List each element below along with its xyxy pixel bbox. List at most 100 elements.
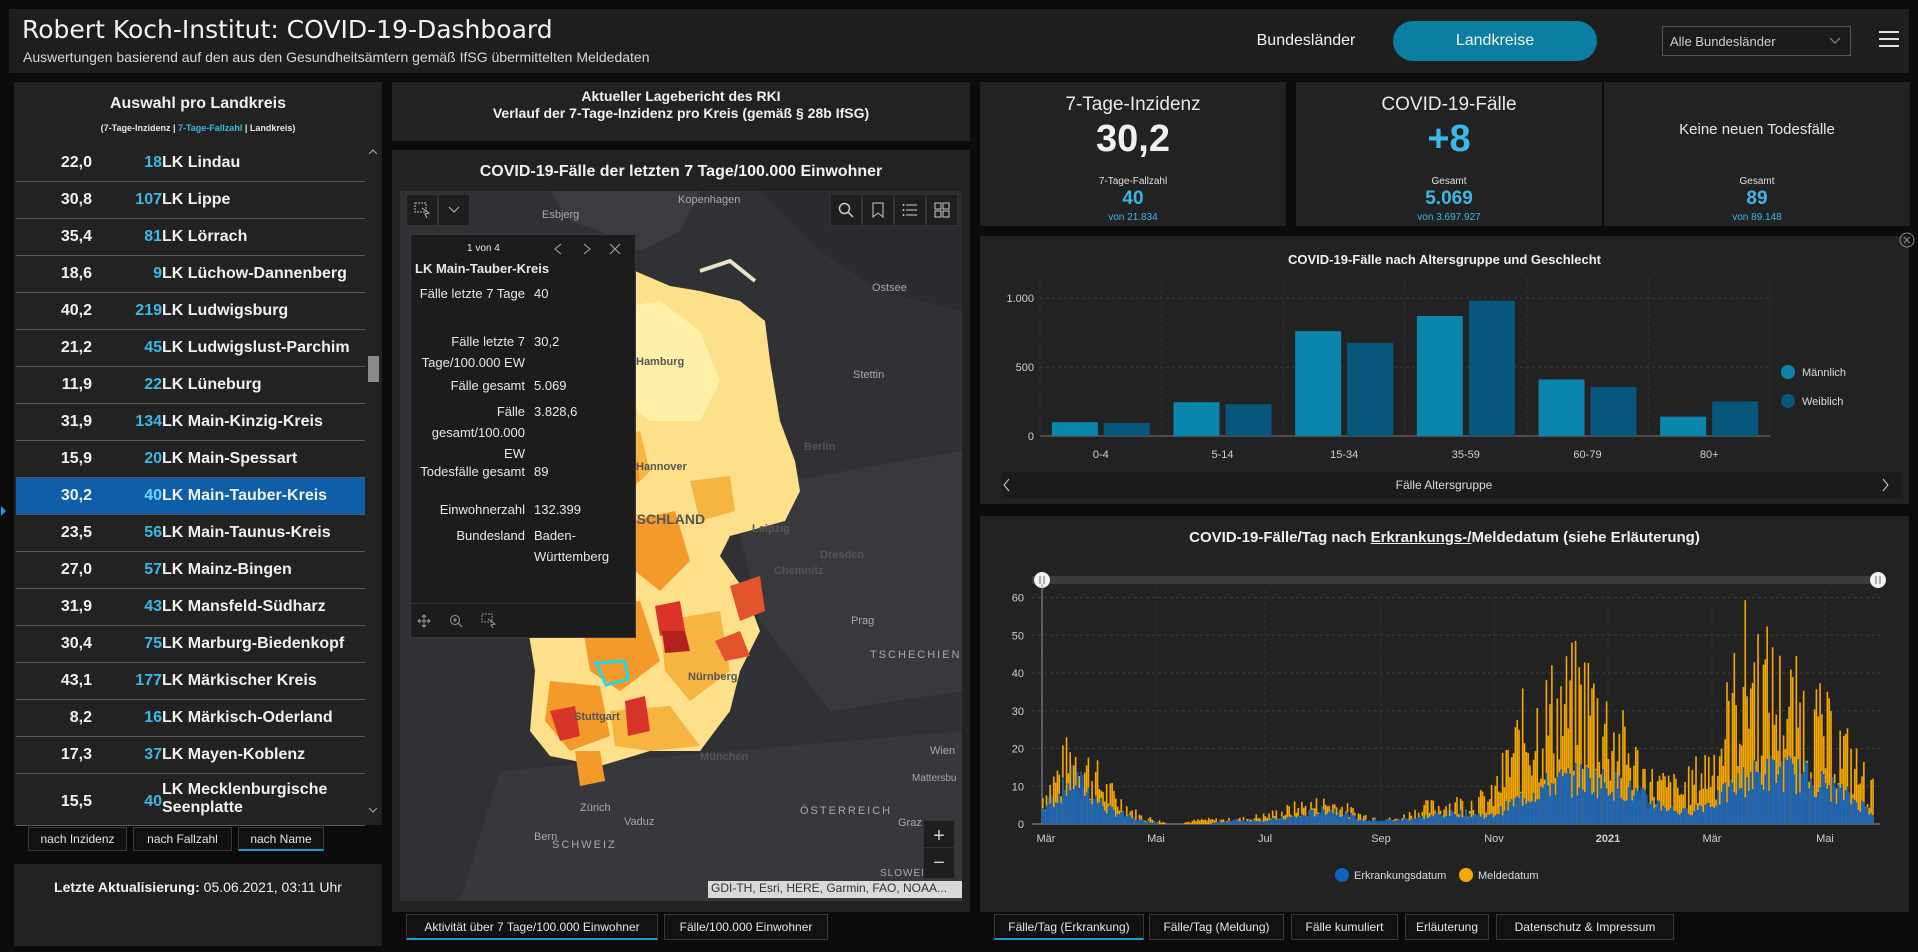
time-slider-handle[interactable] <box>1870 572 1886 588</box>
zoom-out-button[interactable]: − <box>923 847 955 879</box>
sort-by-cases-tab[interactable]: nach Fallzahl <box>133 827 232 851</box>
menu-icon[interactable] <box>1879 31 1899 49</box>
daily-bar-erkrankung <box>1664 807 1666 824</box>
popup-field: Fälle letzte 7 Tage/100.000 EW 30,2 <box>415 331 633 373</box>
tab-privacy-imprint[interactable]: Datenschutz & Impressum <box>1496 914 1674 940</box>
map-search-button[interactable] <box>830 194 862 226</box>
close-icon[interactable] <box>609 243 621 255</box>
list-item[interactable]: 15,9 20 LK Main-Spessart <box>16 441 365 478</box>
map-label-hamburg: Hamburg <box>636 356 685 368</box>
list-item[interactable]: 21,2 45 LK Ludwigslust-Parchim <box>16 330 365 367</box>
side-expand-icon[interactable] <box>0 505 8 517</box>
daily-bar-erkrankung <box>1317 814 1320 824</box>
kpi-cases-sub-label: Gesamt <box>1431 176 1467 187</box>
daily-bar-erkrankung <box>1762 789 1765 824</box>
daily-bar-erkrankung <box>1135 820 1137 824</box>
list-item[interactable]: 31,9 43 LK Mansfeld-Südharz <box>16 589 365 626</box>
map-attribution[interactable]: GDI-TH, Esri, HERE, Garmin, FAO, NOAA... <box>708 881 962 898</box>
list-item[interactable]: 40,2 219 LK Ludwigsburg <box>16 293 365 330</box>
nav-bundeslaender-button[interactable]: Bundesländer <box>1256 32 1356 49</box>
list-item[interactable]: 18,6 9 LK Lüchow-Dannenberg <box>16 256 365 293</box>
age-category-label: 5-14 <box>1211 449 1233 461</box>
daily-bar-erkrankung <box>1846 786 1849 824</box>
age-bar[interactable] <box>1416 315 1463 436</box>
nav-landkreise-button[interactable]: Landkreise <box>1393 21 1597 61</box>
zoom-in-button[interactable]: + <box>923 820 955 852</box>
sort-by-incidence-tab[interactable]: nach Inzidenz <box>28 827 127 851</box>
daily-bar-meldedatum <box>1313 808 1316 824</box>
age-legend-marker[interactable] <box>1781 365 1795 379</box>
age-scrollbar[interactable] <box>1002 472 1902 498</box>
tab-cumulative[interactable]: Fälle kumuliert <box>1291 914 1398 940</box>
age-bar[interactable] <box>1295 331 1342 436</box>
list-item[interactable]: 27,0 57 LK Mainz-Bingen <box>16 552 365 589</box>
age-bar[interactable] <box>1468 300 1515 436</box>
age-bar[interactable] <box>1051 422 1098 436</box>
previous-icon[interactable] <box>553 243 563 255</box>
kpi-cases: COVID-19-Fälle +8 Gesamt 5.069 von 3.697… <box>1296 82 1602 226</box>
scroll-left-icon[interactable] <box>1003 478 1010 492</box>
map-tab-cases-per-100k[interactable]: Fälle/100.000 Einwohner <box>664 914 828 940</box>
legend-button[interactable] <box>894 194 926 226</box>
tab-cases-per-day-report[interactable]: Fälle/Tag (Meldung) <box>1149 914 1284 940</box>
situation-report-link[interactable]: Aktueller Lagebericht des RKI Verlauf de… <box>392 82 970 141</box>
report-line-2: Verlauf der 7-Tage-Inzidenz pro Kreis (g… <box>492 105 870 121</box>
list-item[interactable]: 8,2 16 LK Märkisch-Oderland <box>16 700 365 737</box>
list-item[interactable]: 23,5 56 LK Main-Taunus-Kreis <box>16 515 365 552</box>
time-slider-track[interactable] <box>1032 576 1880 584</box>
scroll-right-icon[interactable] <box>1882 478 1889 492</box>
age-legend-marker[interactable] <box>1781 394 1795 408</box>
select-features-button[interactable] <box>406 194 438 226</box>
daily-bar-erkrankung <box>1744 797 1747 824</box>
daily-bar-erkrankung <box>1399 819 1402 824</box>
list-item[interactable]: 22,0 18 LK Lindau <box>16 145 365 182</box>
age-bar[interactable] <box>1173 402 1220 436</box>
list-item[interactable]: 43,1 177 LK Märkischer Kreis <box>16 663 365 700</box>
daily-bar-erkrankung <box>1421 815 1424 824</box>
age-bar[interactable] <box>1712 401 1759 437</box>
time-slider-handle[interactable] <box>1034 572 1050 588</box>
scroll-up-icon[interactable] <box>368 147 378 157</box>
age-bar[interactable] <box>1660 416 1707 436</box>
daily-bar-erkrankung <box>1667 810 1670 824</box>
list-item[interactable]: 15,5 40 LK Mecklenburgische Seenplatte <box>16 774 365 826</box>
tab-cases-per-day-onset[interactable]: Fälle/Tag (Erkrankung) <box>994 914 1144 940</box>
daily-legend-marker[interactable] <box>1335 868 1349 882</box>
list-item[interactable]: 30,8 107 LK Lippe <box>16 182 365 219</box>
sort-by-name-tab[interactable]: nach Name <box>238 827 324 851</box>
map-label-slowenien: SLOWENIEN <box>880 868 950 879</box>
list-item[interactable]: 11,9 22 LK Lüneburg <box>16 367 365 404</box>
list-scrollbar[interactable] <box>366 145 380 820</box>
daily-bar-erkrankung <box>1083 795 1086 824</box>
next-icon[interactable] <box>582 243 592 255</box>
daily-legend-marker[interactable] <box>1459 868 1473 882</box>
bookmarks-button[interactable] <box>862 194 894 226</box>
list-item[interactable]: 35,4 81 LK Lörrach <box>16 219 365 256</box>
pan-icon[interactable] <box>417 614 431 628</box>
age-bar[interactable] <box>1590 387 1637 436</box>
basemap-gallery-button[interactable] <box>926 194 958 226</box>
zoom-to-icon[interactable] <box>449 614 463 628</box>
list-item[interactable]: 30,2 40 LK Main-Tauber-Kreis <box>16 478 365 515</box>
daily-bar-erkrankung <box>1228 820 1230 824</box>
map-tab-activity-7days[interactable]: Aktivität über 7 Tage/100.000 Einwohner <box>406 914 658 940</box>
age-bar[interactable] <box>1225 404 1272 436</box>
expand-icon[interactable] <box>1898 231 1916 249</box>
list-item[interactable]: 17,3 37 LK Mayen-Koblenz <box>16 737 365 774</box>
select-options-button[interactable] <box>438 194 470 226</box>
scroll-down-icon[interactable] <box>368 805 378 815</box>
age-bar[interactable] <box>1538 379 1585 436</box>
incidence-map[interactable]: Esbjerg Kopenhagen Ostsee Hamburg Stetti… <box>400 191 962 901</box>
tab-explanation[interactable]: Erläuterung <box>1405 914 1489 940</box>
select-feature-icon[interactable] <box>481 613 497 629</box>
list-item[interactable]: 31,9 134 LK Main-Kinzig-Kreis <box>16 404 365 441</box>
daily-bar-erkrankung <box>1853 799 1856 824</box>
age-bar[interactable] <box>1347 342 1394 436</box>
list-item[interactable]: 30,4 75 LK Marburg-Biedenkopf <box>16 626 365 663</box>
age-bar[interactable] <box>1103 422 1150 436</box>
daily-bar-erkrankung <box>1830 801 1832 824</box>
daily-chart-title-link[interactable]: Erkrankungs-/ <box>1370 529 1472 546</box>
state-select[interactable]: Alle Bundesländer <box>1662 26 1851 56</box>
daily-bar-meldedatum <box>1596 698 1599 824</box>
list-scroll-thumb[interactable] <box>368 356 379 382</box>
